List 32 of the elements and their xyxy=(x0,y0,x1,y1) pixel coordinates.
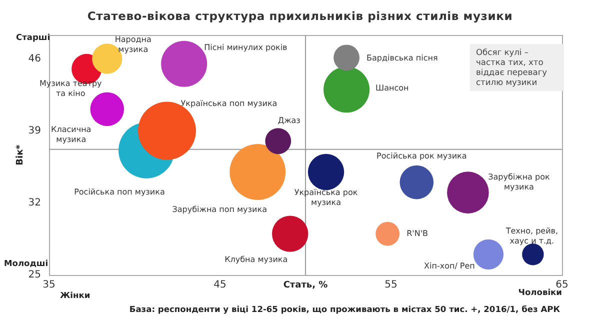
series-label: R'N'B xyxy=(406,228,428,238)
series-label: Бардівська пісня xyxy=(366,54,438,63)
y-tick-label: 39 xyxy=(28,125,41,136)
x-tick-label: 35 xyxy=(42,280,56,291)
series-label: Російська поп музика xyxy=(74,187,165,196)
x-tick-label: 55 xyxy=(384,280,398,291)
series-label: Народна музика xyxy=(114,34,152,54)
series-label: Російська рок музика xyxy=(376,151,467,160)
text: База: респонденти у віці 12-65 років, що проживають в містах 50 тис. +, 2016/1, без АРК xyxy=(129,304,560,314)
chart-title: Статево-вікова структура прихильників різних стилів музики xyxy=(86,9,514,23)
series-label: Джаз xyxy=(278,116,300,126)
text: Жінки xyxy=(60,290,90,300)
series-label: Українська рок музика xyxy=(294,188,358,208)
series-label: Класична музика xyxy=(51,125,92,144)
series-label: Шансон xyxy=(376,84,409,93)
series-label: Зарубіжна рок музика xyxy=(488,172,550,192)
y-tick-label: 25 xyxy=(28,270,41,281)
annotation: Обсяг кулі – частка тих, хто віддає перевагу стилю музики xyxy=(470,44,564,91)
text: Молодші xyxy=(4,258,48,268)
series-label: Пісні минулих років xyxy=(204,42,288,52)
x-tick-label: 45 xyxy=(214,280,226,291)
series-label: Зарубіжна поп музика xyxy=(172,205,268,214)
y-axis-title: Вік* xyxy=(15,144,26,166)
y-tick-label: 32 xyxy=(28,197,41,208)
series-label: Музика театру та кіно xyxy=(39,79,102,98)
series-label: Клубна музика xyxy=(224,254,288,264)
series-label: Українська поп музика xyxy=(180,98,278,108)
annotation: Старші xyxy=(16,32,50,42)
series-label: Техно, рейв, хаус и т.д. xyxy=(504,226,558,246)
x-axis-title: Стать, % xyxy=(283,280,328,290)
series-label: Хіп-хоп/ Реп xyxy=(424,261,475,270)
y-tick-label: 46 xyxy=(28,53,41,64)
